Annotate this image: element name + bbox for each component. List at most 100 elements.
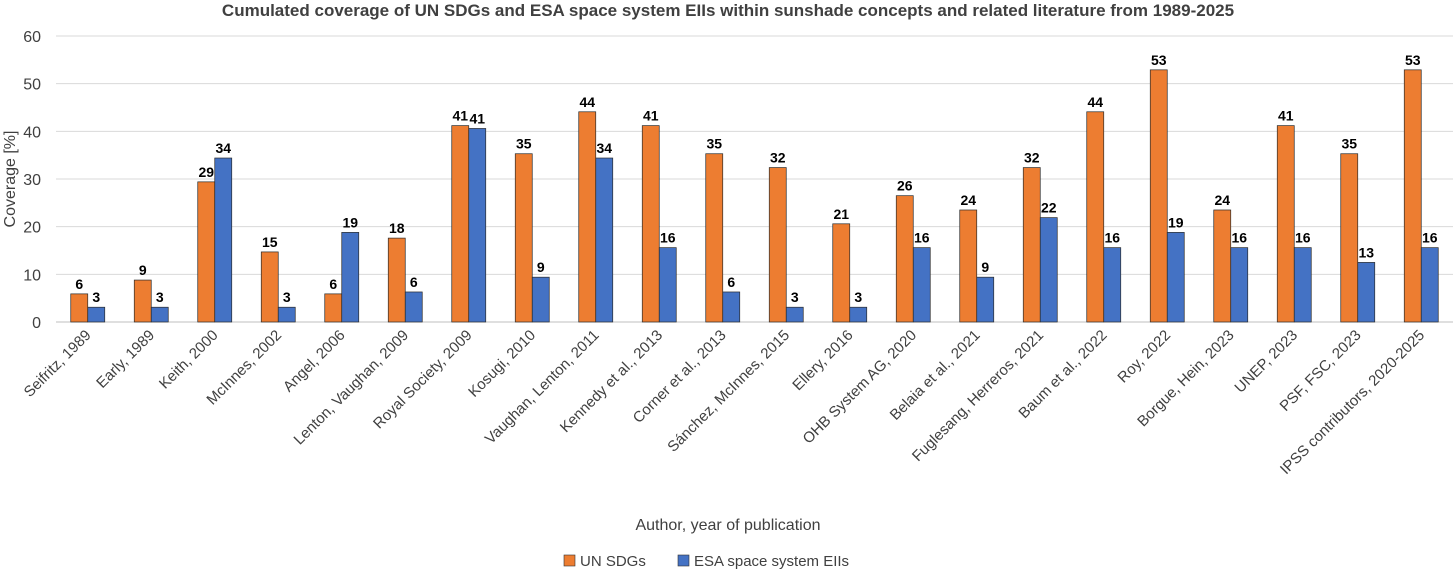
bar-esa-eiis <box>1420 247 1439 323</box>
data-label: 9 <box>139 262 147 278</box>
x-tick-label: Seifritz, 1989 <box>21 327 95 401</box>
bar-esa-eiis <box>1357 262 1376 323</box>
bar-un-sdgs <box>1340 153 1359 323</box>
bar-esa-eiis <box>912 247 931 323</box>
bar-un-sdgs <box>832 223 851 323</box>
bar-un-sdgs <box>197 181 216 323</box>
data-label: 9 <box>981 259 989 275</box>
gridlines <box>56 35 1453 323</box>
bar-esa-eiis <box>1230 247 1249 323</box>
data-label: 22 <box>1041 200 1057 216</box>
data-label: 16 <box>914 230 930 246</box>
data-label: 41 <box>452 108 468 124</box>
y-axis-label: Coverage [%] <box>2 131 19 228</box>
data-label: 3 <box>156 289 164 305</box>
bar-esa-eiis <box>785 306 804 323</box>
data-label: 32 <box>1024 150 1040 166</box>
bar-esa-eiis <box>404 291 423 323</box>
x-tick-label: Roy, 2022 <box>1114 327 1174 387</box>
bar-esa-eiis <box>595 157 614 323</box>
bar-un-sdgs <box>1276 125 1295 323</box>
bar-un-sdgs <box>895 195 914 323</box>
bar-esa-eiis <box>976 276 995 323</box>
data-label: 29 <box>198 164 214 180</box>
bar-un-sdgs <box>260 251 279 323</box>
chart-title: Cumulated coverage of UN SDGs and ESA sp… <box>222 1 1234 20</box>
bar-esa-eiis <box>658 247 677 323</box>
x-tick-label: UNEP, 2023 <box>1231 327 1301 397</box>
data-label: 41 <box>643 108 659 124</box>
legend: UN SDGs ESA space system EIIs <box>563 553 849 570</box>
bar-esa-eiis <box>87 306 106 323</box>
x-tick-label: Sánchez, McInnes, 2015 <box>664 327 793 456</box>
bar-esa-eiis <box>849 306 868 323</box>
bar-un-sdgs <box>514 153 533 323</box>
data-label: 6 <box>329 276 337 292</box>
data-label: 24 <box>1214 192 1230 208</box>
x-tick-label: Ellery, 2016 <box>789 327 856 394</box>
data-label: 34 <box>596 140 612 156</box>
x-tick-label: Early, 1989 <box>93 327 158 392</box>
bar-esa-eiis <box>1166 232 1185 323</box>
data-label: 35 <box>516 136 532 152</box>
x-tick-label: Fuglesang, Herreros, 2021 <box>909 327 1047 465</box>
bar-un-sdgs <box>705 153 724 323</box>
data-label: 16 <box>1422 230 1438 246</box>
data-label: 44 <box>579 94 595 110</box>
bar-un-sdgs <box>1213 209 1232 323</box>
data-label: 41 <box>1278 108 1294 124</box>
data-label: 3 <box>92 289 100 305</box>
data-label: 9 <box>537 259 545 275</box>
legend-swatch-esa-eiis <box>677 554 690 567</box>
x-axis-label: Author, year of publication <box>635 517 820 534</box>
bar-esa-eiis <box>277 306 296 323</box>
data-label: 19 <box>342 214 358 230</box>
data-label: 35 <box>1341 136 1357 152</box>
data-label: 32 <box>770 150 786 166</box>
data-label: 18 <box>389 220 405 236</box>
bar-un-sdgs <box>1022 167 1041 323</box>
bar-un-sdgs <box>70 293 89 323</box>
bar-un-sdgs <box>451 125 470 323</box>
data-label: 13 <box>1358 244 1374 260</box>
data-label: 16 <box>1104 230 1120 246</box>
bar-esa-eiis <box>1103 247 1122 323</box>
y-tick-label: 50 <box>23 77 41 94</box>
bar-esa-eiis <box>341 232 360 323</box>
data-label: 21 <box>833 206 849 222</box>
data-label: 16 <box>1295 230 1311 246</box>
bar-esa-eiis <box>150 306 169 323</box>
bar-un-sdgs <box>768 167 787 323</box>
y-tick-label: 40 <box>23 124 41 141</box>
data-label: 16 <box>1231 230 1247 246</box>
data-label: 24 <box>960 192 976 208</box>
bar-un-sdgs <box>1086 111 1105 323</box>
data-label: 15 <box>262 234 278 250</box>
data-label: 6 <box>410 274 418 290</box>
bar-un-sdgs <box>133 279 152 323</box>
data-label: 3 <box>283 289 291 305</box>
data-label: 3 <box>854 289 862 305</box>
data-label: 6 <box>75 276 83 292</box>
data-label: 53 <box>1151 52 1167 68</box>
data-label: 3 <box>791 289 799 305</box>
bar-un-sdgs <box>959 209 978 323</box>
y-tick-label: 10 <box>23 267 41 284</box>
bar-un-sdgs <box>1149 69 1168 323</box>
data-label: 34 <box>215 140 231 156</box>
data-label: 41 <box>469 110 485 126</box>
y-tick-label: 30 <box>23 172 41 189</box>
data-label: 26 <box>897 178 913 194</box>
bar-esa-eiis <box>468 128 487 323</box>
x-tick-label: Lenton, Vaughan, 2009 <box>291 327 413 449</box>
y-tick-label: 60 <box>23 29 41 46</box>
y-axis-ticks: 0 10 20 30 40 50 60 <box>23 29 41 332</box>
x-tick-label: Keith, 2000 <box>156 327 222 393</box>
legend-label-un-sdgs: UN SDGs <box>580 553 646 570</box>
bar-un-sdgs <box>578 111 597 323</box>
legend-swatch-un-sdgs <box>563 554 576 567</box>
data-label: 44 <box>1087 94 1103 110</box>
y-tick-label: 0 <box>32 315 41 332</box>
